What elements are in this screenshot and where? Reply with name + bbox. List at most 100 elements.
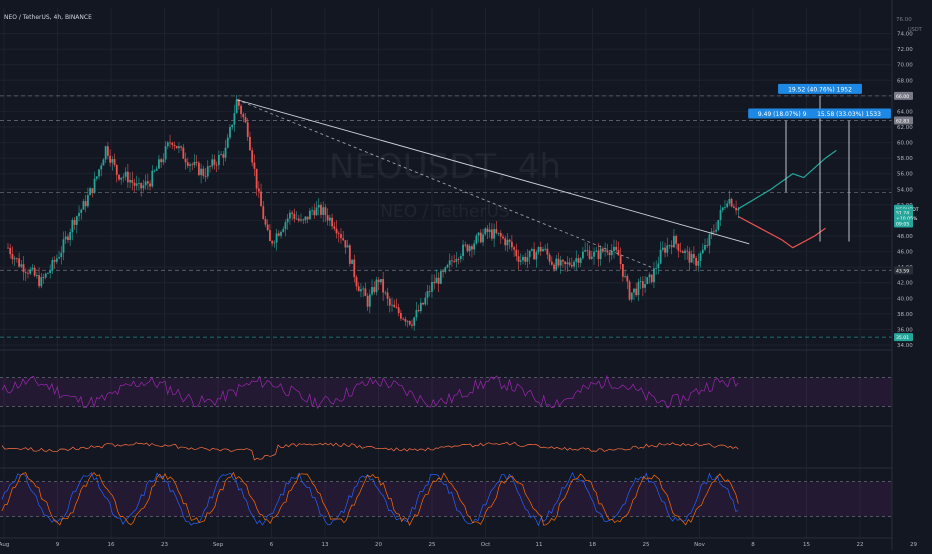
price-tick-label: 64.00 (897, 109, 913, 115)
candle-body (508, 239, 511, 242)
candle-body (151, 170, 154, 187)
candle-body (291, 212, 294, 214)
candle-body (535, 252, 538, 260)
candle-body (315, 207, 318, 216)
time-tick-label: 9 (56, 542, 60, 548)
indicator-panes: 80.0060.0040.0020.0066.46-20.000.0080.00… (0, 349, 932, 541)
candle-body (573, 261, 575, 267)
candle-body (273, 242, 276, 244)
candle-body (149, 183, 151, 187)
candle-body (35, 275, 38, 276)
price-badge-label: 09:05 (896, 222, 909, 228)
candle-body (431, 281, 433, 292)
candle-body (211, 159, 214, 167)
price-badge[interactable] (894, 266, 913, 275)
price-badge[interactable] (894, 333, 913, 342)
price-tick-label: 36.00 (897, 327, 913, 333)
candle-body (160, 159, 163, 163)
candle-body (566, 262, 569, 265)
candle-body (479, 232, 482, 243)
candle-body (342, 238, 345, 241)
time-tick-label: 23 (161, 542, 168, 548)
candle-body (515, 249, 518, 257)
candle-body (433, 281, 436, 284)
candle-body (27, 272, 29, 274)
candle-body (468, 246, 471, 252)
candle-body (677, 243, 680, 251)
price-tick-label: 60.00 (897, 141, 913, 147)
price-tick-label: 54.00 (897, 187, 913, 193)
time-tick-label: 8 (751, 542, 755, 548)
time-tick-label: 22 (857, 542, 864, 548)
candle-body (415, 310, 418, 318)
candle-body (486, 228, 489, 233)
candle-body (355, 277, 358, 287)
trend-lines[interactable] (236, 99, 750, 268)
candle-body (399, 313, 402, 319)
stoch-k-line (1, 471, 739, 527)
candle-body (626, 276, 629, 282)
measure-label-box[interactable] (748, 108, 824, 119)
currency-label: USDT (908, 27, 923, 33)
trend-line-line[interactable] (236, 99, 750, 245)
candle-body (719, 210, 722, 220)
candle-body (475, 235, 478, 244)
candle-body (264, 219, 267, 225)
measure-annotations[interactable]: 19.52 (40.76%) 1952 9.49 (18.07%) 980 15.5… (748, 83, 891, 242)
candle-body (457, 258, 460, 260)
candle-body (544, 248, 547, 250)
candle-body (604, 250, 607, 252)
candle-body (562, 259, 564, 262)
price-badge[interactable] (894, 116, 913, 125)
candle-body (200, 168, 203, 176)
price-badge[interactable] (894, 219, 913, 228)
candle-body (737, 208, 740, 211)
candle-body (590, 256, 593, 259)
projection-paths[interactable] (737, 149, 837, 249)
candle-body (120, 177, 123, 180)
candle-body (477, 232, 480, 236)
candle-body (166, 142, 169, 147)
price-badge[interactable] (894, 91, 913, 100)
time-tick-label: Aug (0, 542, 9, 548)
price-tick-label: 72.00 (897, 47, 913, 53)
candle-body (175, 146, 178, 149)
dashed-trend-line[interactable] (236, 99, 652, 268)
price-tick-label: 62.00 (897, 125, 913, 131)
candle-body (295, 218, 298, 220)
candle-body (633, 288, 635, 293)
price-tick-label: 40.00 (897, 296, 913, 302)
candle-body (732, 206, 735, 208)
time-tick-label: 25 (643, 542, 650, 548)
candle-body (178, 146, 180, 149)
candle-body (140, 183, 143, 189)
candle-body (524, 256, 527, 262)
candle-body (55, 258, 58, 262)
candle-body (235, 99, 238, 114)
candle-body (113, 159, 116, 165)
candle-body (364, 288, 367, 296)
price-tick-label: 46.00 (897, 250, 913, 256)
candle-body (186, 162, 189, 166)
candle-body (428, 291, 431, 292)
measure-label-box[interactable] (778, 83, 862, 94)
candle-body (286, 218, 289, 223)
candle-body (499, 232, 502, 237)
candle-body (661, 247, 664, 250)
candle-body (237, 99, 240, 106)
time-axis[interactable]: Aug 9 16 23 Sep 6 13 20 25 Oct 11 18 25 Nov 8 15 22 29 (0, 537, 917, 548)
candle-body (209, 166, 211, 168)
candle-body (519, 260, 522, 262)
rsi-line (1, 374, 739, 410)
candle-body (300, 219, 302, 221)
symbol-title: NEO / TetherUS, 4h, BINANCE (4, 14, 92, 21)
candle-body (135, 183, 138, 186)
bearish-path[interactable] (738, 215, 826, 249)
time-tick-label: 16 (108, 542, 115, 548)
measure-label-box[interactable] (807, 108, 891, 119)
candle-body (366, 295, 369, 307)
bullish-path[interactable] (737, 149, 837, 210)
